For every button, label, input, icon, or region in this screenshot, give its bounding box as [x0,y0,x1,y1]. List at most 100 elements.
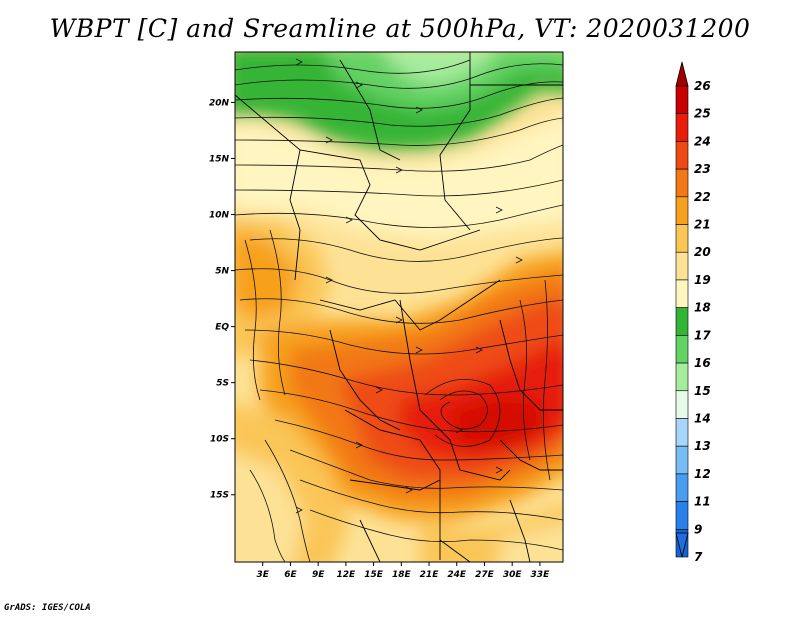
streamline-arrow [475,346,483,354]
streamline [259,389,563,433]
colorbar-swatch [675,113,689,142]
streamline [239,298,563,324]
streamline [424,379,501,447]
streamline [264,439,311,562]
colorbar-label: 24 [694,134,711,148]
streamline-arrow [395,166,403,174]
colorbar-label: 15 [694,384,711,398]
colorbar-label: 13 [694,439,711,453]
streamline [439,390,488,430]
colorbar-swatch [675,85,689,115]
country-borders [235,52,563,562]
colorbar-label: 23 [694,162,711,176]
colorbar-swatch [675,141,689,170]
colorbar-swatch [675,196,689,225]
colorbar-label: 21 [694,218,711,232]
lat-tick-label: 10N [209,211,230,221]
colorbar-swatch [675,335,689,364]
colorbar-label: 20 [694,245,711,259]
streamline-arrow [495,466,503,474]
colorbar-swatch [675,168,689,198]
lon-tick-label: 27E [475,570,495,580]
lon-tick-label: 33E [531,570,551,580]
lon-tick-label: 3E [257,570,270,580]
colorbar-label: 22 [694,190,711,204]
streamline-arrow [375,386,383,394]
streamline [235,59,471,74]
colorbar-swatch [675,362,689,392]
streamline [235,97,563,127]
colorbar-swatch [675,418,689,447]
streamline [235,81,563,109]
streamlines [235,58,563,562]
streamline [249,469,286,562]
streamline [235,63,563,89]
colorbar-label: 7 [694,550,703,564]
streamline [235,179,563,197]
streamline [289,449,563,491]
colorbar-label: 12 [694,467,711,481]
colorbar-swatch [675,279,689,308]
credit-label: GrADS: IGES/COLA [4,603,91,613]
streamline-arrow [295,506,303,514]
colorbar-top-arrow [675,61,689,87]
streamline-arrow [325,136,333,144]
lat-tick-label: 5N [215,267,229,277]
streamline [244,329,563,355]
colorbar-swatch [675,224,689,253]
colorbar-label: 25 [694,107,711,121]
colorbar-label: 16 [694,356,711,370]
streamline-arrow [455,426,463,434]
colorbar-swatch [675,307,689,336]
streamline-arrow [295,58,303,66]
streamline-arrow [355,441,363,449]
colorbar-label: 11 [694,495,711,509]
lat-tick-label: 5S [216,379,229,389]
streamline-arrow [355,81,363,89]
streamline [249,359,563,396]
streamline [519,299,531,461]
lon-tick-label: 24E [447,570,467,580]
lon-tick-label: 12E [337,570,357,580]
lon-tick-label: 21E [420,570,440,580]
chart-title: WBPT [C] and Sreamline at 500hPa, VT: 20… [49,14,751,43]
colorbar-label: 14 [694,411,711,425]
lat-tick-label: 20N [209,98,230,108]
lon-tick-label: 9E [312,570,325,580]
lat-tick-label: 10S [210,435,229,445]
colorbar-swatch [675,445,689,475]
streamline-arrow [345,216,353,224]
streamline-arrow [395,316,403,324]
streamline [309,509,563,551]
longitude-axis: 3E 6E 9E 12E 15E 18E 21E 24E 27E 30E 33E [257,562,551,580]
streamline [274,419,563,461]
streamline [249,237,563,262]
streamline [235,117,563,146]
streamline-arrow [415,346,423,354]
streamline-arrow [495,206,503,214]
lat-tick-label: 15S [210,491,229,501]
streamline [244,239,261,401]
colorbar-swatch [675,390,689,419]
colorbar-label: 9 [694,522,702,536]
colorbar-label: 19 [694,273,711,287]
lat-tick-label: EQ [215,323,229,333]
lon-tick-label: 6E [284,570,297,580]
streamline [235,204,563,228]
wbpt-field [235,52,563,562]
lon-tick-label: 15E [364,570,384,580]
colorbar-swatch [675,251,689,281]
colorbar-label: 18 [694,301,711,315]
streamline [235,144,563,172]
streamline [269,229,286,396]
lon-tick-label: 18E [392,570,412,580]
colorbar-swatch [675,473,689,502]
streamline-arrow [515,256,523,264]
streamline [235,268,563,294]
streamline-arrow [415,106,423,114]
colorbar: 26 25 24 23 22 21 20 19 18 17 16 15 14 13 12 11 9 7 [675,61,711,564]
streamline [542,279,551,481]
streamline-arrow [325,276,333,284]
lon-tick-label: 30E [503,570,523,580]
